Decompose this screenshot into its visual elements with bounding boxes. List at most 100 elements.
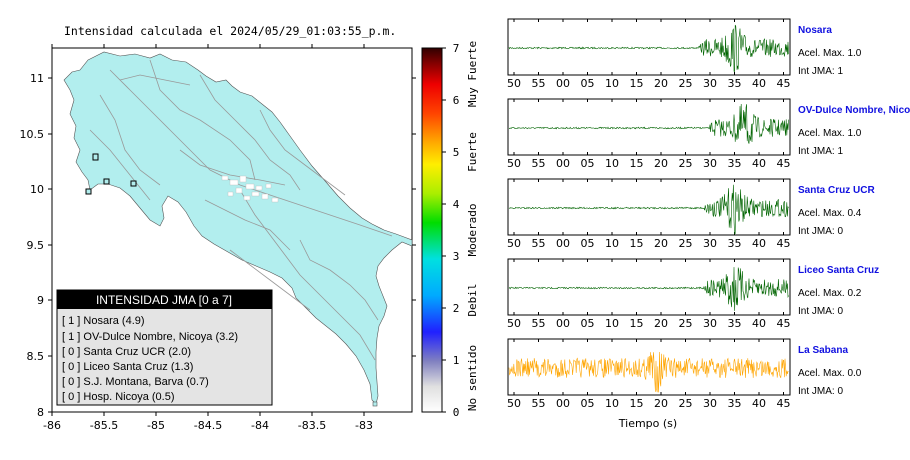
colorbar-tick: 6 (453, 94, 460, 107)
legend-row: [ 0 ] S.J. Montana, Barva (0.7) (62, 376, 209, 388)
y-tick-label: 8.5 (27, 350, 45, 363)
time-tick-label: 40 (752, 317, 766, 330)
time-tick-label: 00 (556, 317, 570, 330)
time-tick-label: 45 (777, 317, 791, 330)
station-int-jma: Int JMA: 1 (798, 146, 843, 157)
time-tick-label: 25 (679, 317, 693, 330)
time-tick-label: 05 (581, 77, 595, 90)
station-marker (85, 188, 92, 195)
time-tick-label: 35 (728, 77, 742, 90)
time-tick-label: 40 (752, 77, 766, 90)
map-y-tick-labels: 11 10.5 10 9.5 9 8.5 8 (20, 72, 45, 419)
station-name: Liceo Santa Cruz (798, 265, 879, 276)
time-tick-label: 40 (752, 397, 766, 410)
time-tick-label: 30 (703, 157, 717, 170)
colorbar-tick: 5 (453, 146, 460, 159)
panel-frame (507, 18, 791, 76)
time-tick-label: 20 (654, 397, 668, 410)
x-tick-label: -85.5 (90, 419, 118, 432)
y-tick-label: 9.5 (27, 239, 45, 252)
seismogram-panel: 50 55 00 05 10 15 20 25 30 35 40 45 OV-Dulce Nombre,… (507, 98, 910, 170)
time-tick-label: 10 (605, 317, 619, 330)
map-ticks (48, 44, 416, 416)
urban-area (221, 175, 279, 203)
x-tick-label: -85 (147, 419, 165, 432)
seismogram-panel: 50 55 00 05 10 15 20 25 30 35 40 45 Santa Cruz UCR Ac… (507, 178, 875, 250)
time-tick-label: 05 (581, 317, 595, 330)
intensity-legend: INTENSIDAD JMA [0 a 7] [ 1 ] Nosara (4.9… (56, 289, 273, 406)
y-tick-label: 10 (30, 183, 44, 196)
station-int-jma: Int JMA: 1 (798, 66, 843, 77)
colorbar-label: Moderado (466, 204, 479, 257)
seismogram-panel: 50 55 00 05 10 15 20 25 30 35 40 45 Nosara Acel. Max.… (507, 18, 862, 90)
station-marker (92, 153, 99, 161)
time-tick-label: 00 (556, 157, 570, 170)
time-tick-label: 40 (752, 237, 766, 250)
time-tick-label: 15 (630, 157, 644, 170)
station-int-jma: Int JMA: 0 (798, 226, 843, 237)
time-tick-label: 15 (630, 317, 644, 330)
seismogram-panel: 50 55 00 05 10 15 20 25 30 35 40 45 Liceo Santa Cruz… (507, 258, 879, 330)
time-tick-label: 30 (703, 397, 717, 410)
time-tick-label: 55 (532, 77, 546, 90)
colorbar-tick: 0 (453, 406, 460, 419)
time-tick-label: 05 (581, 237, 595, 250)
y-tick-label: 11 (30, 72, 44, 85)
colorbar-tick: 4 (453, 198, 460, 211)
station-marker (130, 180, 137, 187)
time-tick-label: 50 (507, 237, 521, 250)
time-tick-label: 05 (581, 157, 595, 170)
x-tick-label: -86 (43, 419, 61, 432)
waveform-trace (508, 24, 789, 73)
time-tick-label: 10 (605, 157, 619, 170)
legend-row: [ 1 ] Nosara (4.9) (62, 315, 145, 327)
time-tick-label: 50 (507, 77, 521, 90)
time-tick-label: 05 (581, 397, 595, 410)
x-tick-label: -83 (355, 419, 373, 432)
y-tick-label: 8 (37, 406, 44, 419)
time-tick-label: 20 (654, 317, 668, 330)
map-x-tick-labels: -86 -85.5 -85 -84.5 -84 -83.5 -83 (43, 419, 373, 432)
x-tick-label: -84.5 (194, 419, 222, 432)
y-tick-label: 9 (37, 294, 44, 307)
time-tick-label: 35 (728, 397, 742, 410)
intensity-colorbar: 7 6 5 4 3 2 1 0 Muy Fuerte Fuerte Modera… (421, 41, 479, 419)
time-tick-label: 00 (556, 77, 570, 90)
colorbar-gradient (421, 47, 443, 413)
time-tick-label: 30 (703, 317, 717, 330)
waveform-trace (508, 103, 789, 144)
legend-row: [ 0 ] Hosp. Nicoya (0.5) (62, 391, 175, 403)
time-tick-label: 15 (630, 77, 644, 90)
station-acel-max: Acel. Max. 0.0 (798, 368, 862, 379)
legend-row: [ 0 ] Santa Cruz UCR (2.0) (62, 346, 191, 358)
time-tick-label: 50 (507, 157, 521, 170)
y-tick-label: 10.5 (20, 128, 45, 141)
waveform-trace (508, 351, 789, 393)
time-tick-label: 45 (777, 237, 791, 250)
time-tick-label: 15 (630, 237, 644, 250)
colorbar-tick: 2 (453, 302, 460, 315)
time-tick-label: 20 (654, 157, 668, 170)
colorbar-label: Fuerte (466, 132, 479, 172)
island (372, 401, 378, 407)
station-name: La Sabana (798, 345, 848, 356)
time-tick-label: 25 (679, 397, 693, 410)
time-tick-label: 00 (556, 237, 570, 250)
time-tick-label: 20 (654, 77, 668, 90)
time-tick-label: 55 (532, 397, 546, 410)
time-tick-label: 25 (679, 157, 693, 170)
time-tick-label: 10 (605, 237, 619, 250)
legend-box (56, 289, 273, 406)
station-int-jma: Int JMA: 0 (798, 306, 843, 317)
colorbar-label: No sentido (466, 345, 479, 411)
time-tick-label: 10 (605, 397, 619, 410)
time-axis-label: Tiempo (s) (618, 417, 677, 430)
time-tick-label: 35 (728, 317, 742, 330)
time-tick-label: 45 (777, 397, 791, 410)
panel-frame (507, 98, 791, 156)
seismogram-panels: 50 55 00 05 10 15 20 25 30 35 40 45 Nosara Acel. Max.… (507, 18, 910, 410)
station-acel-max: Acel. Max. 1.0 (798, 48, 862, 59)
legend-row: [ 1 ] OV-Dulce Nombre, Nicoya (3.2) (62, 331, 238, 343)
legend-title: INTENSIDAD JMA [0 a 7] (96, 293, 232, 307)
